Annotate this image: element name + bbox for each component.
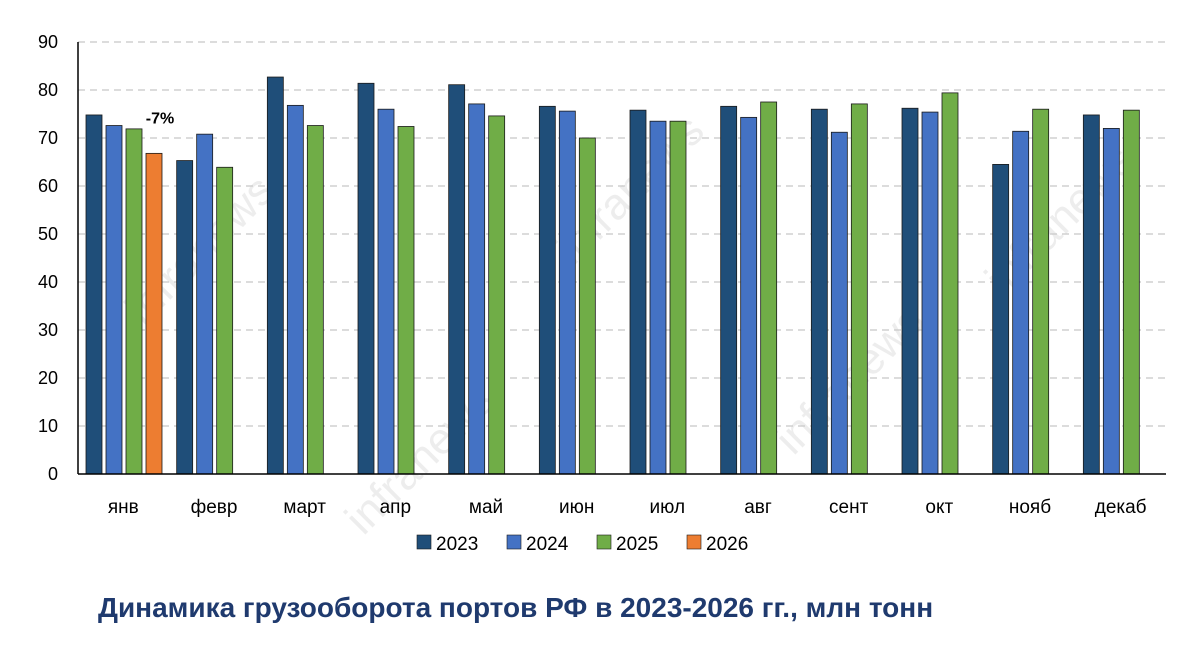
legend-swatch-2025 xyxy=(596,534,612,550)
bar-2024-июн xyxy=(558,110,576,475)
bar-2025-авг xyxy=(760,101,778,475)
legend-label-2026: 2026 xyxy=(706,534,748,555)
bar-2023-июн xyxy=(538,105,556,475)
x-category-label: июн xyxy=(559,497,594,518)
bar-2025-окт xyxy=(941,92,959,475)
bar-2024-февр xyxy=(196,133,214,475)
legend: 2023 2024 2025 2026 xyxy=(416,534,748,555)
x-category-label: май xyxy=(469,497,503,518)
y-tick-label: 70 xyxy=(38,128,58,148)
bar-2023-май xyxy=(448,84,466,475)
y-tick-label: 20 xyxy=(38,368,58,388)
bar-2025-май xyxy=(488,115,506,475)
legend-label-2023: 2023 xyxy=(436,534,478,555)
x-category-label: март xyxy=(283,497,326,518)
bar-2025-февр xyxy=(216,166,234,475)
x-category-label: февр xyxy=(191,497,238,518)
y-tick-label: 90 xyxy=(38,32,58,52)
y-tick-label: 60 xyxy=(38,176,58,196)
bar-2024-нояб xyxy=(1012,130,1030,475)
bar-2024-июл xyxy=(649,120,667,475)
y-tick-label: 40 xyxy=(38,272,58,292)
bar-2025-янв xyxy=(125,128,143,475)
y-tick-label: 30 xyxy=(38,320,58,340)
annotation-label: -7% xyxy=(146,110,174,127)
y-tick-label: 0 xyxy=(48,464,58,484)
bar-2023-нояб xyxy=(992,163,1010,475)
bar-2024-декаб xyxy=(1102,127,1120,475)
legend-swatch-2024 xyxy=(506,534,522,550)
bar-2023-апр xyxy=(357,82,375,475)
bar-2024-авг xyxy=(740,116,758,475)
y-axis-ticks: 0 10 20 30 40 50 60 70 80 90 xyxy=(38,32,58,484)
bar-2023-окт xyxy=(901,107,919,475)
x-category-label: декаб xyxy=(1095,497,1147,518)
x-category-label: июл xyxy=(650,497,686,518)
bar-2025-апр xyxy=(397,126,415,475)
gridlines xyxy=(78,41,1166,427)
y-tick-label: 50 xyxy=(38,224,58,244)
bar-2024-янв xyxy=(105,125,123,475)
x-category-label: авг xyxy=(744,497,772,518)
bar-2023-авг xyxy=(720,105,738,475)
bar-2024-окт xyxy=(921,111,939,475)
bar-2025-нояб xyxy=(1032,108,1050,475)
bar-2025-июл xyxy=(669,120,687,475)
bar-2023-сент xyxy=(810,108,828,475)
bar-2023-февр xyxy=(176,160,194,475)
legend-swatch-2023 xyxy=(416,534,432,550)
bar-2026-янв xyxy=(145,152,163,475)
bar-2023-янв xyxy=(85,114,103,475)
bar-2025-сент xyxy=(850,103,868,475)
bar-2025-март xyxy=(306,125,324,475)
axes xyxy=(77,42,1166,475)
bar-2025-декаб xyxy=(1122,109,1140,475)
annotations: -7% xyxy=(146,110,174,127)
bar-2023-июл xyxy=(629,109,647,475)
y-tick-label: 80 xyxy=(38,80,58,100)
bar-2024-май xyxy=(468,103,486,475)
x-category-label: нояб xyxy=(1009,497,1051,518)
legend-label-2025: 2025 xyxy=(616,534,658,555)
x-category-label: янв xyxy=(108,497,139,518)
bar-2024-апр xyxy=(377,108,395,475)
legend-label-2024: 2024 xyxy=(526,534,569,555)
bar-2024-март xyxy=(286,104,304,475)
x-category-label: сент xyxy=(829,497,869,518)
bar-2024-сент xyxy=(830,131,848,475)
chart-title: Динамика грузооборота портов РФ в 2023-2… xyxy=(98,592,934,623)
bar-2023-декаб xyxy=(1082,114,1100,475)
x-category-label: окт xyxy=(925,497,953,518)
legend-swatch-2026 xyxy=(686,534,702,550)
x-axis-categories: янв февр март апр май июн июл авг сент окт нояб дек… xyxy=(108,497,1147,518)
x-category-label: апр xyxy=(380,497,411,518)
bars xyxy=(85,76,1140,475)
bar-2025-июн xyxy=(578,137,596,475)
y-tick-label: 10 xyxy=(38,416,58,436)
bar-2023-март xyxy=(266,76,284,475)
